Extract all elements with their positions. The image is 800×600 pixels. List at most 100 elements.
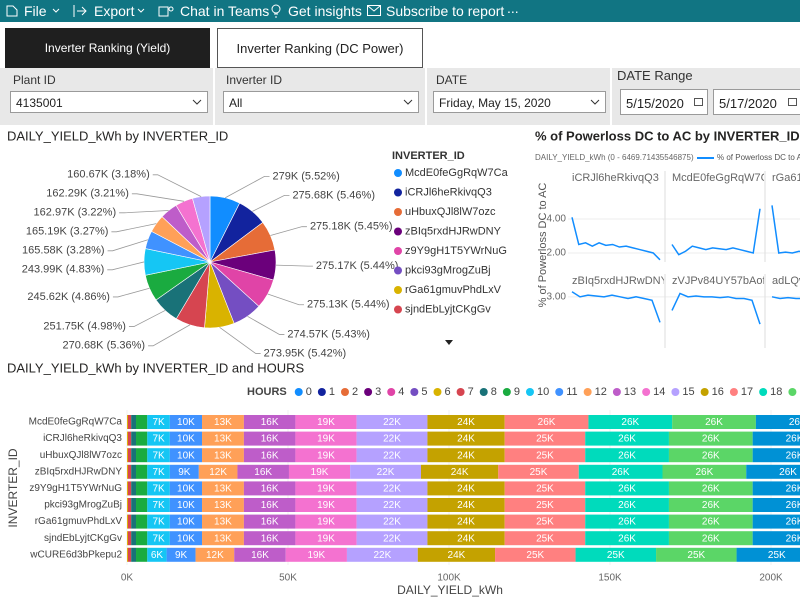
- bar-segment: [127, 547, 128, 562]
- legend-marker: [700, 388, 709, 396]
- data-label: 26K: [786, 517, 800, 528]
- panel: McdE0feGgRqW7Ca: [671, 172, 764, 256]
- data-label: 25K: [687, 550, 705, 561]
- bar-segment: [356, 431, 428, 446]
- data-label: 6K: [151, 550, 164, 561]
- bar-segment: [136, 415, 148, 429]
- dropdown[interactable]: Friday, May 15, 2020: [433, 91, 606, 113]
- data-label: 19K: [317, 434, 335, 445]
- date-input[interactable]: 5/15/2020: [620, 89, 708, 115]
- x-tick-label: 200K: [759, 573, 783, 584]
- leader-line: [112, 287, 150, 298]
- bar-segment: [127, 431, 128, 446]
- bar-segment: [169, 514, 203, 529]
- line-series: [671, 292, 761, 325]
- data-label: 10K: [177, 434, 195, 445]
- legend-marker: [294, 388, 303, 396]
- bar-segment: [127, 531, 132, 546]
- legend-label: 18: [770, 386, 782, 398]
- legend-scroll[interactable]: [445, 340, 453, 345]
- date-input[interactable]: 5/17/2020: [713, 89, 800, 115]
- bar-segment: [420, 464, 499, 479]
- leader-line: [252, 194, 290, 212]
- bar-segment: [127, 547, 132, 562]
- panel-title: adLQvlD726eNBSB: [772, 275, 800, 287]
- legend-marker: [410, 388, 419, 396]
- filter-bar: Plant ID 4135001 Inverter ID All DATE Fr…: [0, 68, 800, 125]
- data-label: 13K: [214, 450, 232, 461]
- data-label: 26K: [786, 484, 800, 495]
- chat-in-teams[interactable]: Chat in Teams: [180, 3, 270, 19]
- data-label: 26K: [702, 517, 720, 528]
- legend-label: 14: [653, 386, 665, 398]
- bar-segment: [427, 481, 505, 496]
- file-menu[interactable]: File: [24, 3, 47, 19]
- data-label: 274.57K (5.43%): [287, 328, 370, 340]
- mail-icon: [367, 5, 381, 16]
- export-menu[interactable]: Export: [94, 3, 135, 19]
- bar-segment: [202, 514, 244, 529]
- data-label: 24K: [457, 484, 475, 495]
- bar-segment: [746, 464, 800, 479]
- leader-line: [131, 193, 185, 202]
- bar-segment: [504, 498, 586, 512]
- legend-label: 5: [421, 386, 427, 398]
- data-label: 13K: [214, 533, 232, 544]
- data-label: 19K: [317, 517, 335, 528]
- dropdown[interactable]: All: [223, 91, 419, 113]
- data-label: 16K: [261, 517, 279, 528]
- data-label: 22K: [383, 500, 401, 511]
- bar-segment: [147, 431, 170, 446]
- legend-marker: [317, 388, 326, 396]
- data-label: 24K: [457, 533, 475, 544]
- more-menu[interactable]: ...: [507, 0, 519, 16]
- bar-segment: [136, 464, 148, 479]
- data-label: 26K: [786, 500, 800, 511]
- bar-segment: [243, 498, 296, 512]
- bar-segment: [588, 415, 673, 429]
- bar-segment: [127, 498, 132, 512]
- bar-segment: [495, 547, 576, 562]
- bar-segment: [127, 481, 132, 496]
- bar-segment: [127, 514, 132, 529]
- bar-segment: [195, 547, 235, 562]
- leader-line: [219, 326, 261, 354]
- bar-segment: [127, 514, 128, 529]
- data-label: 7K: [152, 417, 165, 428]
- y-tick-label: McdE0feGgRqW7Ca: [29, 417, 123, 428]
- data-label: 25K: [536, 484, 554, 495]
- data-label: 243.99K (4.83%): [22, 264, 105, 276]
- calendar-icon: [788, 98, 797, 106]
- get-insights[interactable]: Get insights: [288, 3, 362, 19]
- dropdown[interactable]: 4135001: [10, 91, 208, 113]
- bar-segment: [504, 514, 586, 529]
- data-label: 13K: [214, 484, 232, 495]
- tab[interactable]: Inverter Ranking (DC Power): [217, 28, 423, 68]
- bar-segment: [356, 448, 428, 463]
- legend-marker: [394, 208, 402, 216]
- data-label: 26K: [618, 533, 636, 544]
- bar-segment: [504, 481, 586, 496]
- subscribe[interactable]: Subscribe to report: [386, 3, 505, 19]
- data-label: 13K: [214, 434, 232, 445]
- bar-segment: [285, 547, 347, 562]
- line-series: [671, 208, 761, 256]
- tab-active[interactable]: Inverter Ranking (Yield): [5, 28, 210, 68]
- bar-segment: [504, 531, 586, 546]
- y-tick-label: sjndEbLyjtCKgGv: [44, 533, 122, 544]
- data-label: 162.97K (3.22%): [34, 207, 117, 219]
- bar-segment: [752, 498, 800, 512]
- bar-segment: [578, 464, 663, 479]
- data-label: 7K: [152, 484, 165, 495]
- chevron: [137, 8, 145, 13]
- chart-title: DAILY_YIELD_kWh by INVERTER_ID and HOURS: [7, 360, 305, 375]
- bar-segment: [504, 448, 586, 463]
- legend-marker: [433, 388, 442, 396]
- legend-label: z9Y9gH1T5YWrNuG: [405, 245, 507, 257]
- teams-icon: [158, 6, 174, 17]
- bar-segment: [131, 431, 137, 446]
- data-label: 25K: [536, 517, 554, 528]
- panel-title: zVJPv84UY57bAof: [672, 275, 766, 287]
- y-tick-label: iCRJl6heRkivqQ3: [43, 433, 122, 444]
- legend-marker: [729, 388, 738, 396]
